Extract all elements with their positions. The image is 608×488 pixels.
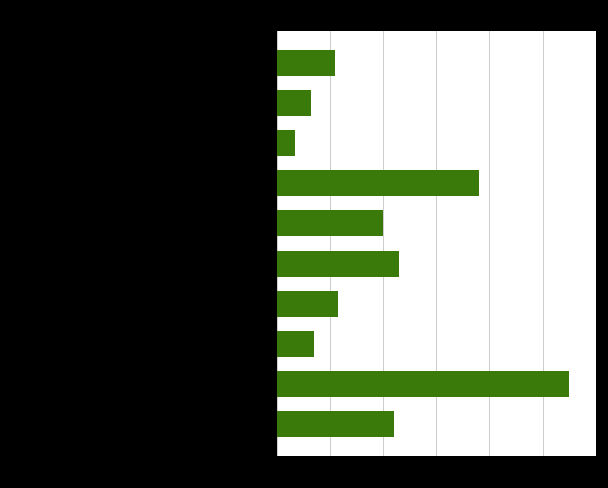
Bar [277, 171, 479, 197]
Bar [277, 411, 394, 437]
Bar [277, 251, 399, 277]
Bar [277, 371, 569, 397]
Bar [277, 211, 383, 237]
Bar [277, 291, 338, 317]
Bar [277, 331, 314, 357]
Bar [277, 51, 335, 77]
Bar [277, 91, 311, 117]
Bar [277, 131, 295, 157]
